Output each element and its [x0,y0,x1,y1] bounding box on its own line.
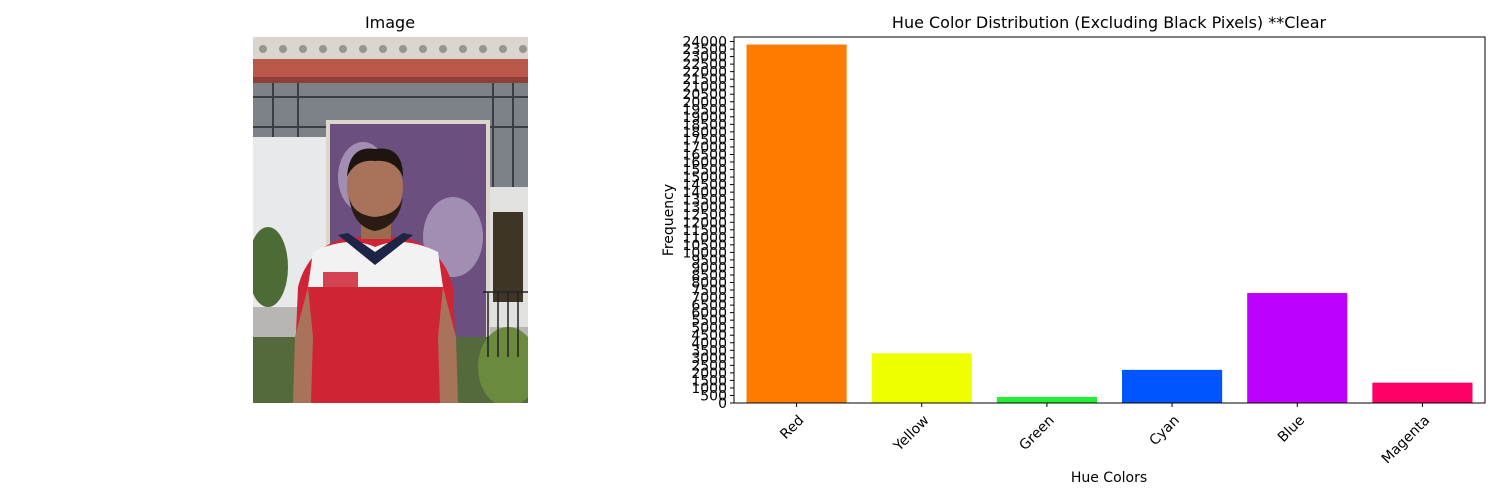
y-tick-label: 4500 [691,328,727,344]
y-tick-label: 6000 [691,306,727,322]
y-tick-label: 1000 [691,381,727,397]
bar-yellow [871,353,972,403]
y-tick-label: 5500 [691,313,727,329]
y-tick-label: 8000 [691,276,727,292]
y-tick-label: 12000 [682,215,727,231]
bar-blue [1247,293,1348,403]
photo-illustration [253,37,528,403]
bar-red [746,44,847,404]
y-tick-label: 17500 [682,132,727,148]
y-tick-label: 4000 [691,336,727,352]
y-tick-label: 5000 [691,321,727,337]
y-tick-label: 10000 [682,245,727,261]
x-tick-label-magenta: Magenta [1379,413,1434,468]
y-tick-label: 3500 [691,343,727,359]
y-tick-label: 15500 [682,163,727,179]
y-tick-label: 7000 [691,291,727,307]
y-tick-label: 23500 [682,42,727,58]
y-tick-label: 20000 [682,95,727,111]
y-tick-label: 20500 [682,87,727,103]
y-axis-label: Frequency [661,184,677,256]
y-tick-label: 19500 [682,102,727,118]
y-tick-label: 12500 [682,208,727,224]
bar-magenta [1372,382,1473,403]
y-tick-label: 24000 [682,35,727,51]
y-tick-label: 500 [700,388,727,404]
y-tick-label: 15000 [682,170,727,186]
y-tick-label: 22500 [682,57,727,73]
x-axis-label: Hue Colors [1071,470,1147,486]
x-tick-label-blue: Blue [1275,413,1308,446]
y-tick-label: 11000 [682,230,727,246]
image-panel-title: Image [364,13,416,32]
y-tick-label: 1500 [691,373,727,389]
y-tick-label: 2000 [691,366,727,382]
photo-of-person [253,37,528,403]
y-tick-label: 6500 [691,298,727,314]
y-tick-label: 18000 [682,125,727,141]
y-tick-label: 3000 [691,351,727,367]
y-tick-label: 8500 [691,268,727,284]
y-tick-label: 11500 [682,223,727,239]
y-tick-label: 16000 [682,155,727,171]
x-tick-label-yellow: Yellow [890,413,933,456]
chart-title: Hue Color Distribution (Excluding Black … [892,13,1327,32]
bar-green [996,396,1097,403]
y-tick-label: 10500 [682,238,727,254]
y-tick-label: 14000 [682,185,727,201]
y-tick-label: 7500 [691,283,727,299]
y-tick-label: 18500 [682,117,727,133]
bar-cyan [1122,369,1223,403]
y-tick-label: 9500 [691,253,727,269]
y-tick-label: 21500 [682,72,727,88]
y-tick-label: 17000 [682,140,727,156]
y-tick-label: 13000 [682,200,727,216]
y-tick-label: 21000 [682,80,727,96]
y-tick-label: 19000 [682,110,727,126]
y-tick-label: 2500 [691,358,727,374]
x-tick-label-red: Red [777,413,807,443]
plot-area-frame [733,36,1486,404]
y-tick-label: 13500 [682,193,727,209]
y-tick-label: 14500 [682,178,727,194]
y-tick-label: 0 [718,396,727,412]
y-tick-label: 22000 [682,65,727,81]
x-tick-label-cyan: Cyan [1146,413,1182,449]
y-tick-label: 9000 [691,260,727,276]
x-tick-label-green: Green [1016,413,1057,454]
y-tick-label: 23000 [682,50,727,66]
y-tick-label: 16500 [682,147,727,163]
